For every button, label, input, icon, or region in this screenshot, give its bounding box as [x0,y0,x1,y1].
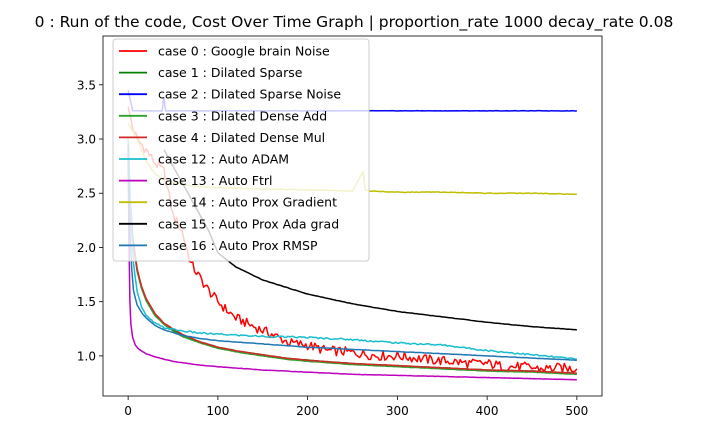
x-tick-label: 400 [476,404,499,418]
plot-frame [102,35,603,397]
x-tick-label: 300 [386,404,409,418]
x-axis: 0 100 200 300 400 500 [124,396,588,418]
y-tick-label: 3.0 [77,133,96,147]
legend-label: case 16 : Auto Prox RMSP [158,238,318,253]
y-axis: 1.0 1.5 2.0 2.5 3.0 3.5 [77,78,103,363]
y-tick-label: 1.5 [77,295,96,309]
legend-label: case 12 : Auto ADAM [158,152,289,167]
series-line-5 [127,138,577,360]
chart-title: 0 : Run of the code, Cost Over Time Grap… [35,13,674,32]
legend-label: case 14 : Auto Prox Gradient [158,195,337,210]
legend-label: case 13 : Auto Ftrl [158,173,272,188]
legend-box [112,38,370,262]
legend-label: case 4 : Dilated Dense Mul [158,130,325,145]
series-line-9 [127,144,577,361]
legend-label: case 0 : Google brain Noise [158,44,330,59]
series-line-4 [127,138,577,374]
legend-label: case 2 : Dilated Sparse Noise [158,87,341,102]
x-tick-label: 200 [296,404,319,418]
y-tick-label: 3.5 [77,78,96,92]
legend-label: case 3 : Dilated Dense Add [158,108,327,123]
x-tick-label: 500 [565,404,588,418]
x-tick-label: 100 [206,404,229,418]
legend-label: case 15 : Auto Prox Ada grad [158,216,339,231]
series-line-6 [127,149,577,381]
legend: case 0 : Google brain Noise case 1 : Dila… [112,38,370,262]
x-tick-label: 0 [124,404,132,418]
y-tick-label: 2.0 [77,241,96,255]
series-line-8 [163,149,577,331]
series-line-3 [127,144,577,376]
y-tick-label: 1.0 [77,349,96,363]
y-tick-label: 2.5 [77,187,96,201]
legend-label: case 1 : Dilated Sparse [158,65,303,80]
